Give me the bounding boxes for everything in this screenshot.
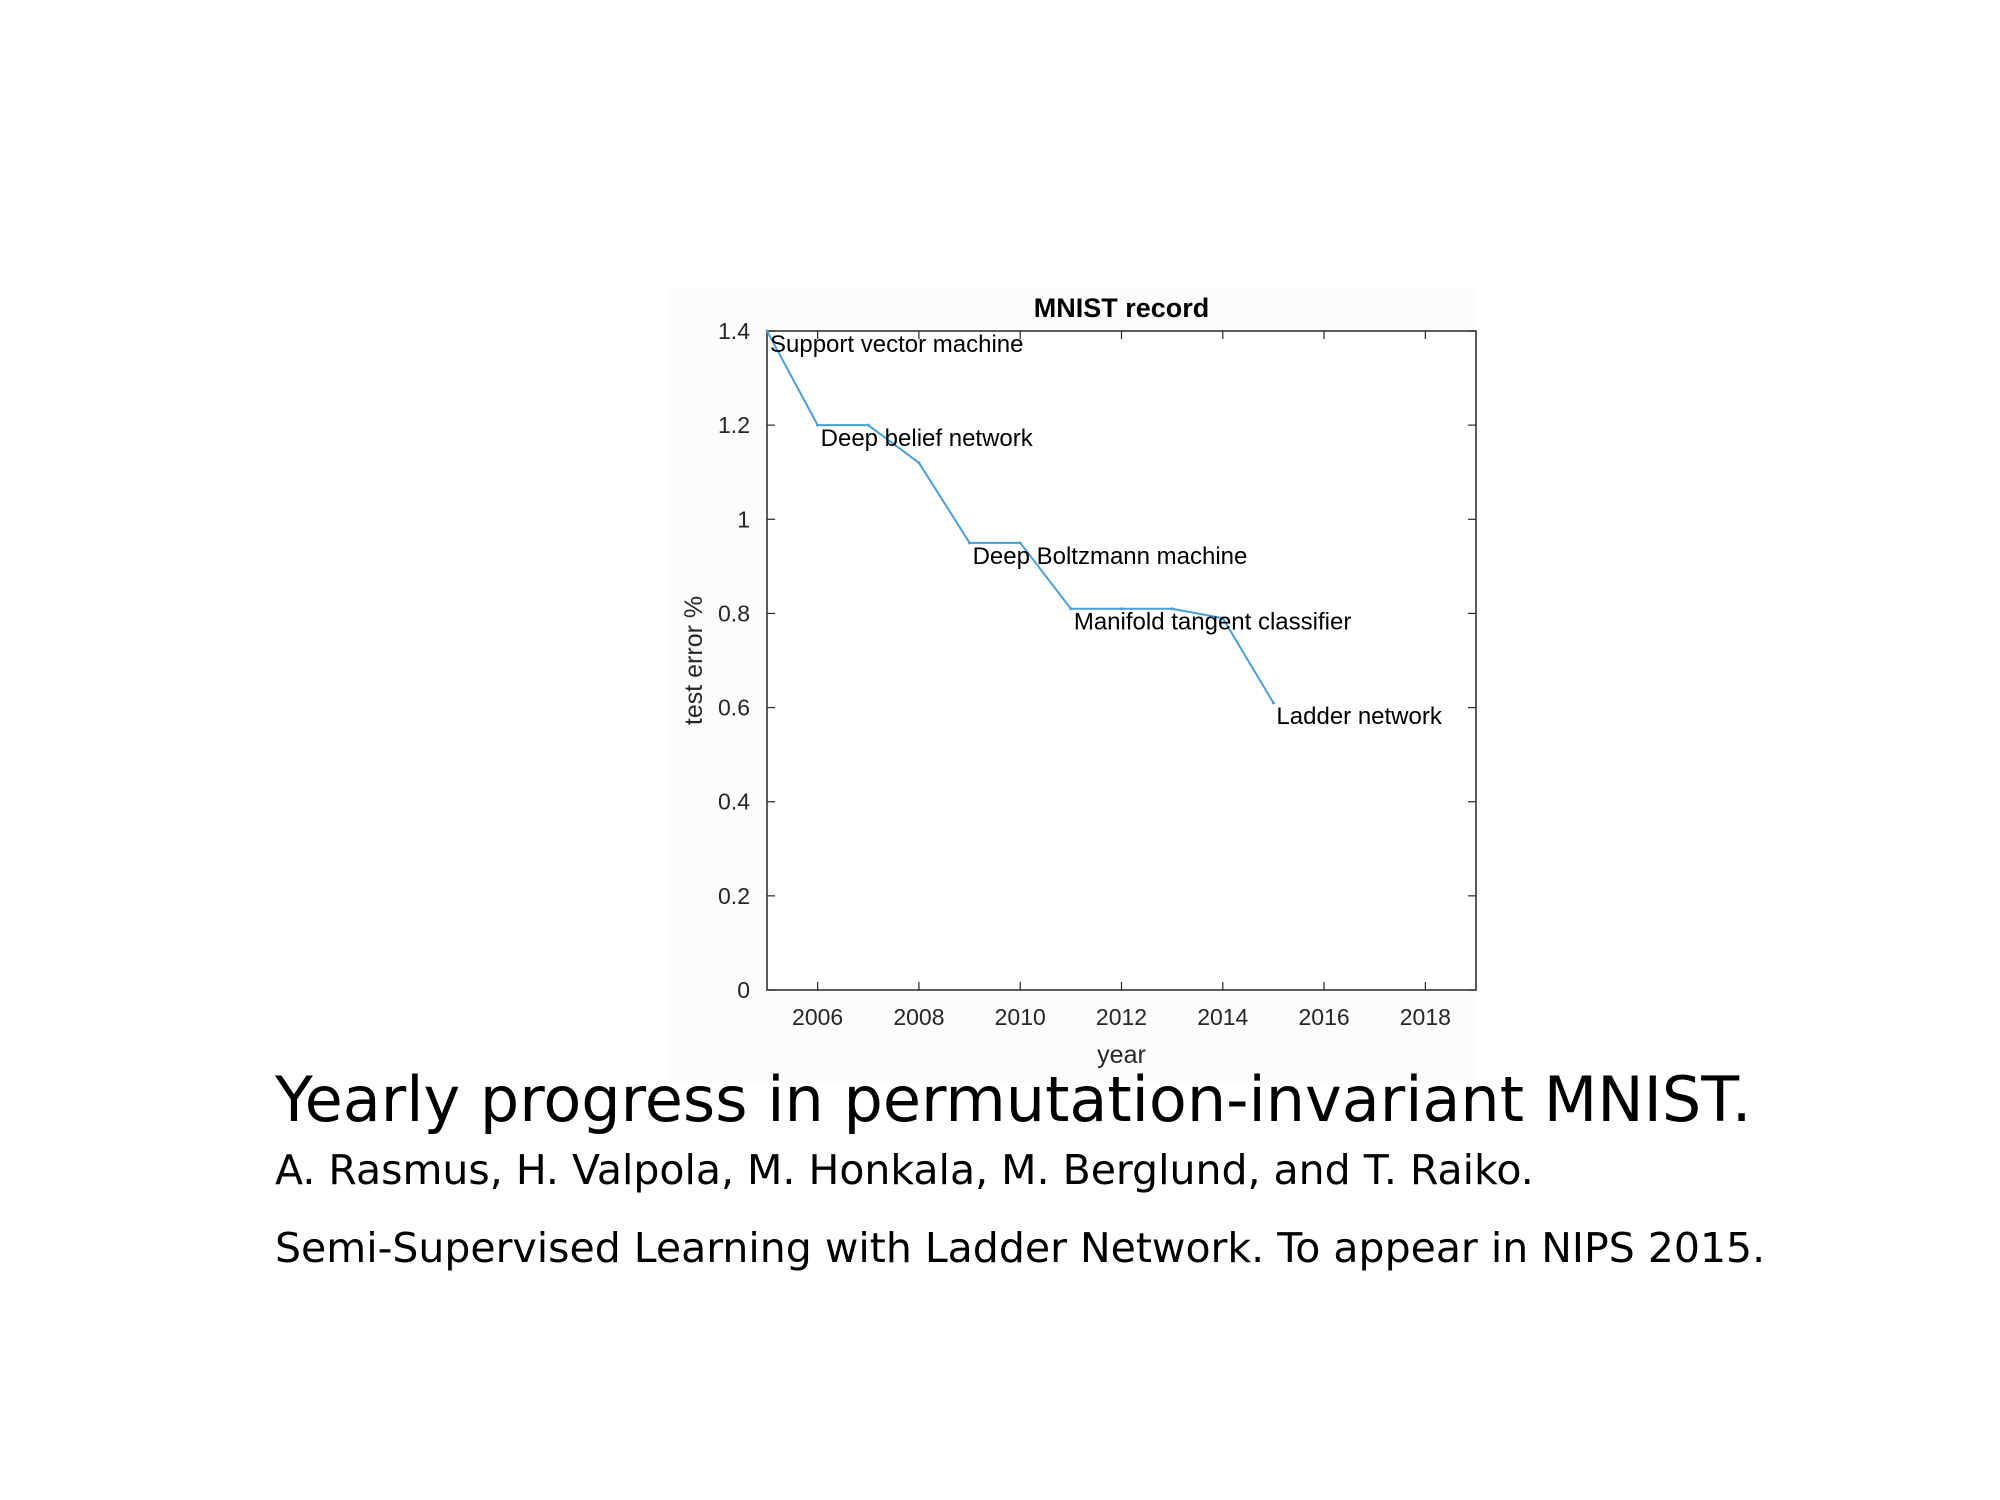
annotation-label: Deep belief network bbox=[821, 425, 1034, 452]
x-tick-label: 2014 bbox=[1197, 1004, 1248, 1030]
data-point bbox=[968, 541, 972, 545]
caption-title: Yearly progress in permutation-invariant… bbox=[275, 1063, 1752, 1136]
x-tick-label: 2010 bbox=[995, 1004, 1046, 1030]
x-axis-label: year bbox=[1097, 1041, 1146, 1069]
chart-title: MNIST record bbox=[1034, 293, 1210, 323]
y-tick-label: 0.6 bbox=[718, 695, 750, 721]
y-tick-label: 0.8 bbox=[718, 600, 750, 626]
y-tick-label: 0.4 bbox=[718, 789, 750, 815]
x-tick-label: 2008 bbox=[893, 1004, 944, 1030]
data-point bbox=[1018, 541, 1022, 545]
x-tick-label: 2012 bbox=[1096, 1004, 1147, 1030]
x-tick-label: 2018 bbox=[1400, 1004, 1451, 1030]
data-point bbox=[917, 461, 921, 465]
data-point bbox=[816, 423, 820, 427]
y-axis-label: test error % bbox=[680, 596, 708, 725]
annotation-label: Deep Boltzmann machine bbox=[973, 543, 1248, 570]
y-tick-label: 1.4 bbox=[718, 318, 750, 344]
caption-reference: Semi-Supervised Learning with Ladder Net… bbox=[275, 1224, 1766, 1272]
annotation-label: Support vector machine bbox=[770, 331, 1023, 358]
y-tick-label: 1 bbox=[737, 506, 750, 532]
annotation-label: Ladder network bbox=[1276, 703, 1442, 730]
data-point bbox=[765, 329, 769, 333]
data-point bbox=[1120, 607, 1123, 611]
x-tick-label: 2016 bbox=[1298, 1004, 1349, 1030]
data-point bbox=[1170, 607, 1174, 611]
data-point bbox=[1221, 616, 1225, 620]
plot-frame bbox=[766, 330, 1477, 991]
x-tick-label: 2006 bbox=[792, 1004, 843, 1030]
mnist-record-chart: 2006 2008 2010 2012 2014 2016 2018 0 0.2 0.4 0.6 0.… bbox=[680, 293, 1477, 1069]
y-tick-label: 0 bbox=[737, 977, 750, 1003]
data-point bbox=[866, 423, 870, 427]
y-tick-label: 1.2 bbox=[718, 412, 750, 438]
caption-authors: A. Rasmus, H. Valpola, M. Honkala, M. Be… bbox=[275, 1146, 1534, 1194]
data-point bbox=[1069, 607, 1073, 611]
annotation-label: Manifold tangent classifier bbox=[1074, 609, 1351, 636]
data-point bbox=[1271, 701, 1275, 705]
y-tick-label: 0.2 bbox=[718, 883, 750, 909]
chart-svg: 2006 2008 2010 2012 2014 2016 2018 0 0.2 0.4 0.6 0.… bbox=[680, 293, 1477, 1069]
